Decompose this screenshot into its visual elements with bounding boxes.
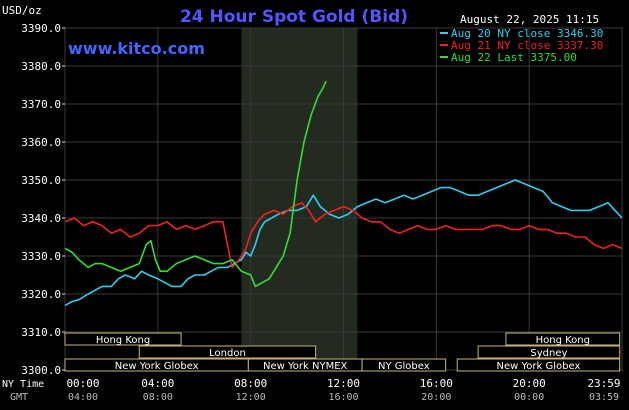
x-tick-gmt-label: 04:00 xyxy=(68,392,98,403)
y-tick-label: 3310.0 xyxy=(21,326,61,339)
x-tick-ny-label: 04:00 xyxy=(141,377,174,390)
x-tick-gmt-label: 08:00 xyxy=(143,392,173,403)
price-series xyxy=(64,80,623,307)
x-tick-ny-label: 20:00 xyxy=(513,377,546,390)
session-label: New York Globex xyxy=(115,361,199,372)
y-tick-label: 3350.0 xyxy=(21,174,61,187)
session-label: NY Globex xyxy=(378,361,430,372)
session-label: Hong Kong xyxy=(96,335,150,346)
session-label: New York Globex xyxy=(497,361,581,372)
y-tick-label: 3330.0 xyxy=(21,250,61,263)
gmt-label: GMT xyxy=(10,392,28,403)
session-label: London xyxy=(209,348,246,359)
session-label: Sydney xyxy=(530,348,567,359)
chart-title: 24 Hour Spot Gold (Bid) xyxy=(180,7,408,27)
trading-sessions: Hong Kong London New York Globex New York N… xyxy=(64,332,621,372)
x-tick-gmt-label: 16:00 xyxy=(328,392,358,403)
legend-entry: Aug 21 NY close 3337.30 xyxy=(451,39,603,52)
x-tick-gmt-label: 12:00 xyxy=(236,392,266,403)
session-label: Hong Kong xyxy=(536,335,590,346)
y-tick-label: 3380.0 xyxy=(21,60,61,73)
y-tick-label: 3340.0 xyxy=(21,212,61,225)
y-tick-label: 3370.0 xyxy=(21,98,61,111)
session-box xyxy=(64,332,182,346)
y-tick-label: 3390.0 xyxy=(21,22,61,35)
session-box xyxy=(138,345,317,359)
series-line-3 xyxy=(64,80,327,288)
legend-entry: Aug 22 Last 3375.00 xyxy=(451,51,577,64)
x-axis-ticks: 00:00 04:00 04:00 08:00 08:00 12:00 12:00 16:00… xyxy=(66,377,620,403)
session-box xyxy=(456,358,621,372)
x-tick-ny-label: 00:00 xyxy=(66,377,99,390)
x-tick-ny-label: 08:00 xyxy=(234,377,267,390)
session-box xyxy=(477,345,621,359)
x-tick-ny-label: 16:00 xyxy=(420,377,453,390)
series-line-2 xyxy=(64,202,623,269)
x-tick-gmt-label: 00:00 xyxy=(514,392,544,403)
ny-time-label: NY Time xyxy=(2,379,44,390)
y-tick-label: 3360.0 xyxy=(21,136,61,149)
y-tick-label: 3320.0 xyxy=(21,288,61,301)
y-axis-label: USD/oz xyxy=(2,4,42,17)
session-box xyxy=(361,358,447,372)
x-tick-gmt-label: 03:59 xyxy=(589,392,619,403)
website-label: www.kitco.com xyxy=(68,39,205,58)
x-tick-gmt-label: 20:00 xyxy=(421,392,451,403)
series-line-1 xyxy=(64,179,623,307)
nymex-session-highlight xyxy=(241,28,358,370)
legend-entry: Aug 20 NY close 3346.30 xyxy=(451,27,603,40)
timestamp: August 22, 2025 11:15 xyxy=(460,13,599,26)
y-tick-label: 3300.0 xyxy=(21,364,61,377)
session-label: New York NYMEX xyxy=(263,361,348,372)
x-tick-ny-label: 12:00 xyxy=(327,377,360,390)
y-axis-ticks: 3300.0 3310.0 3320.0 3330.0 3340.0 3350.0 3360… xyxy=(21,22,65,377)
session-box xyxy=(505,332,621,346)
x-tick-ny-label: 23:59 xyxy=(587,377,620,390)
